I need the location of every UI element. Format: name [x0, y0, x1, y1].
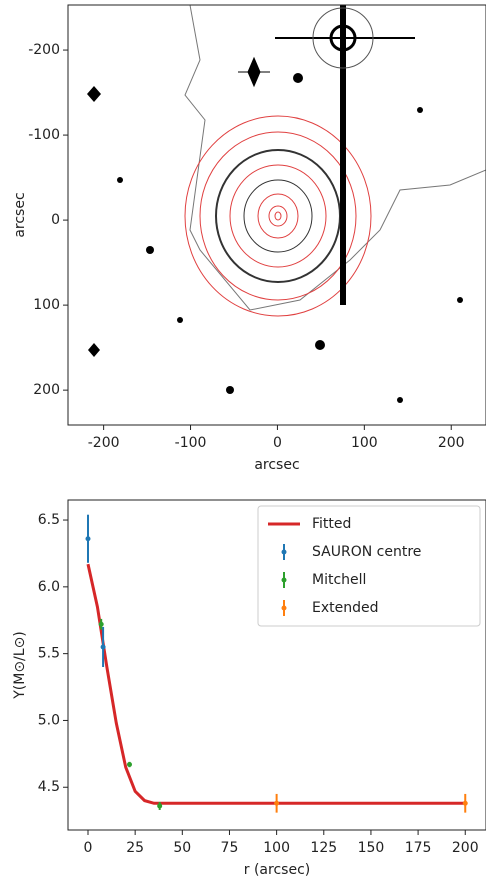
legend-swatch — [281, 549, 287, 555]
contour — [243, 179, 313, 253]
y-tick-label: 6.0 — [38, 579, 60, 595]
y-tick-label: 4.5 — [38, 779, 60, 795]
y-tick-label: -200 — [28, 42, 60, 58]
legend-box — [257, 505, 481, 627]
star — [329, 24, 357, 52]
model-contour — [184, 115, 372, 317]
star — [88, 343, 100, 357]
star — [87, 86, 101, 102]
x-tick-label: 175 — [405, 840, 432, 856]
x-tick-label: 200 — [438, 435, 465, 451]
x-tick-label: 150 — [358, 840, 385, 856]
x-tick-label: 200 — [452, 840, 479, 856]
legend-label: SAURON centre — [312, 544, 421, 560]
y-tick-label: -100 — [28, 127, 60, 143]
data-point — [274, 800, 280, 806]
data-point — [98, 621, 104, 627]
data-point — [85, 536, 91, 542]
contour — [184, 5, 486, 311]
plot-frame — [67, 4, 486, 426]
y-tick-label: 0 — [51, 212, 60, 228]
y-axis-label: arcsec — [12, 192, 28, 237]
model-contour — [199, 131, 357, 301]
legend-label: Extended — [312, 600, 379, 616]
data-point — [126, 762, 132, 768]
star — [226, 386, 234, 394]
x-tick-label: 0 — [84, 840, 93, 856]
image-content — [87, 5, 486, 403]
star — [293, 73, 303, 83]
y-tick-label: 5.5 — [38, 646, 60, 662]
x-axis-label: r (arcsec) — [244, 862, 310, 878]
y-tick-label: 100 — [33, 297, 60, 313]
model-contour — [274, 211, 282, 221]
legend-swatch — [281, 605, 287, 611]
star — [457, 297, 463, 303]
x-tick-label: -100 — [175, 435, 207, 451]
data-point — [100, 644, 106, 650]
y-tick-label: 6.5 — [38, 512, 60, 528]
y-tick-label: 200 — [33, 382, 60, 398]
x-tick-label: 100 — [263, 840, 290, 856]
star — [397, 397, 403, 403]
legend-label: Fitted — [312, 516, 351, 532]
x-tick-label: 0 — [273, 435, 282, 451]
data-point — [157, 803, 163, 809]
legend-swatch — [281, 577, 287, 583]
star — [417, 107, 423, 113]
y-axis-label: Υ(M⊙/L⊙) — [12, 631, 28, 700]
y-tick-label: 5.0 — [38, 712, 60, 728]
x-tick-label: 25 — [126, 840, 144, 856]
x-tick-label: 100 — [351, 435, 378, 451]
x-tick-label: 125 — [310, 840, 337, 856]
x-axis-label: arcsec — [254, 457, 299, 473]
model-contour — [257, 193, 299, 239]
star — [177, 317, 183, 323]
star — [238, 56, 270, 88]
star — [315, 340, 325, 350]
star — [117, 177, 123, 183]
x-tick-label: 75 — [221, 840, 239, 856]
star — [146, 246, 154, 254]
contour — [312, 7, 374, 69]
x-tick-label: -200 — [88, 435, 120, 451]
legend-label: Mitchell — [312, 572, 366, 588]
model-contour — [229, 164, 327, 268]
data-point — [462, 800, 468, 806]
x-tick-label: 50 — [173, 840, 191, 856]
bleed-trail — [340, 5, 346, 305]
contour — [215, 149, 341, 283]
model-contour — [268, 205, 288, 227]
